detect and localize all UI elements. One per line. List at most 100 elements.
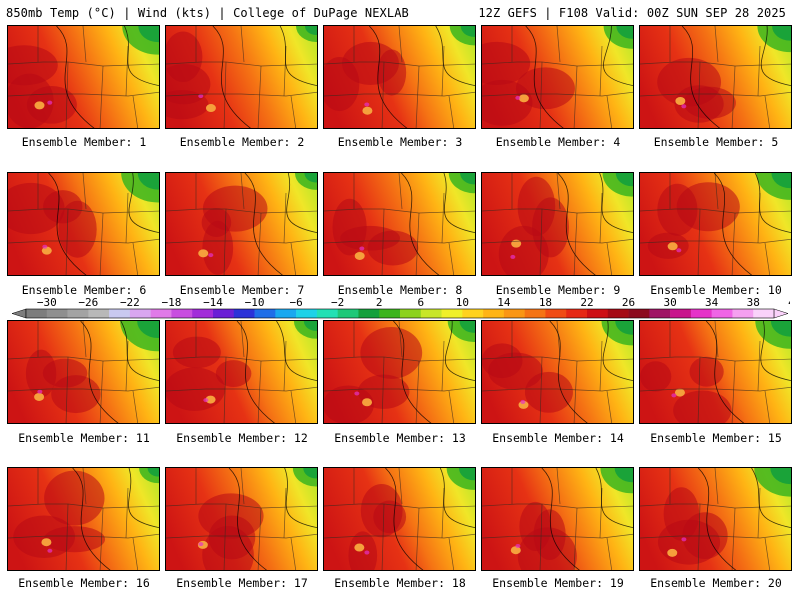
ensemble-map-panel bbox=[165, 467, 318, 571]
colorbar-swatch bbox=[566, 309, 588, 318]
ensemble-map-panel bbox=[7, 320, 160, 424]
colorbar-swatch bbox=[732, 309, 754, 318]
colorbar-tick-label: 26 bbox=[622, 296, 635, 309]
colorbar-tick-label: −22 bbox=[120, 296, 140, 309]
ensemble-map-panel bbox=[7, 25, 160, 129]
ensemble-member-label: Ensemble Member: 16 bbox=[18, 576, 150, 590]
ensemble-member-label: Ensemble Member: 13 bbox=[334, 431, 466, 445]
header-valid-time: 12Z GEFS | F108 Valid: 00Z SUN SEP 28 20… bbox=[478, 6, 786, 20]
ensemble-map-panel bbox=[481, 172, 634, 276]
colorbar-swatch bbox=[67, 309, 89, 318]
ensemble-member-label: Ensemble Member: 20 bbox=[650, 576, 782, 590]
ensemble-map-panel bbox=[639, 467, 792, 571]
ensemble-member-label: Ensemble Member: 7 bbox=[179, 283, 305, 297]
ensemble-member-label: Ensemble Member: 5 bbox=[653, 135, 779, 149]
colorbar-swatch bbox=[462, 309, 484, 318]
ensemble-map-panel bbox=[165, 172, 318, 276]
colorbar-tick-label: 6 bbox=[417, 296, 424, 309]
colorbar-swatch bbox=[483, 309, 505, 318]
ensemble-member-label: Ensemble Member: 6 bbox=[21, 283, 147, 297]
temperature-colorbar: −30 −26 −22 −18 −14 −10 −6 −2 2 6 10 14 18 22 26 30 34 38… bbox=[11, 296, 790, 319]
colorbar-swatch bbox=[46, 309, 68, 318]
ensemble-map-panel bbox=[323, 172, 476, 276]
colorbar-swatch bbox=[358, 309, 380, 318]
ensemble-member-label: Ensemble Member: 19 bbox=[492, 576, 624, 590]
ensemble-map-panel bbox=[323, 467, 476, 571]
ensemble-member-label: Ensemble Member: 2 bbox=[179, 135, 305, 149]
colorbar-swatch bbox=[649, 309, 671, 318]
colorbar-tick-label: 38 bbox=[747, 296, 760, 309]
colorbar-tick-label: −10 bbox=[245, 296, 265, 309]
colorbar-swatch bbox=[545, 309, 567, 318]
colorbar-swatch bbox=[109, 309, 131, 318]
ensemble-map-panel bbox=[481, 467, 634, 571]
ensemble-map-panel bbox=[165, 25, 318, 129]
ensemble-map-panel bbox=[165, 320, 318, 424]
colorbar-swatch bbox=[337, 309, 359, 318]
ensemble-map-panel bbox=[481, 320, 634, 424]
colorbar-tick-label: 2 bbox=[376, 296, 383, 309]
colorbar-swatch bbox=[670, 309, 692, 318]
ensemble-map-panel bbox=[639, 320, 792, 424]
ensemble-member-label: Ensemble Member: 14 bbox=[492, 431, 624, 445]
colorbar-swatch bbox=[254, 309, 276, 318]
ensemble-map-panel bbox=[639, 172, 792, 276]
ensemble-member-label: Ensemble Member: 17 bbox=[176, 576, 308, 590]
colorbar-swatch bbox=[711, 309, 733, 318]
colorbar-swatch bbox=[26, 309, 48, 318]
ensemble-member-label: Ensemble Member: 10 bbox=[650, 283, 782, 297]
ensemble-member-label: Ensemble Member: 11 bbox=[18, 431, 150, 445]
ensemble-member-label: Ensemble Member: 4 bbox=[495, 135, 621, 149]
colorbar-swatch bbox=[129, 309, 151, 318]
ensemble-map-panel bbox=[639, 25, 792, 129]
colorbar-tick-label: 30 bbox=[663, 296, 676, 309]
colorbar-swatch bbox=[296, 309, 318, 318]
ensemble-member-label: Ensemble Member: 9 bbox=[495, 283, 621, 297]
colorbar-tick-label: 22 bbox=[580, 296, 593, 309]
colorbar-tick-label: 10 bbox=[456, 296, 469, 309]
colorbar-tick-label: −30 bbox=[37, 296, 57, 309]
colorbar-tick-label: 18 bbox=[539, 296, 552, 309]
colorbar-left-arrow bbox=[11, 308, 27, 319]
colorbar-tick-label: 14 bbox=[497, 296, 511, 309]
colorbar-swatch bbox=[587, 309, 609, 318]
colorbar-swatch bbox=[690, 309, 712, 318]
colorbar-tick-label: −18 bbox=[162, 296, 182, 309]
colorbar-swatch bbox=[213, 309, 235, 318]
ensemble-member-label: Ensemble Member: 15 bbox=[650, 431, 782, 445]
colorbar-tick-label: 42 bbox=[788, 296, 790, 309]
ensemble-member-label: Ensemble Member: 1 bbox=[21, 135, 147, 149]
ensemble-member-label: Ensemble Member: 18 bbox=[334, 576, 466, 590]
ensemble-map-panel bbox=[323, 25, 476, 129]
colorbar-swatch bbox=[628, 309, 650, 318]
colorbar-swatch bbox=[441, 309, 463, 318]
ensemble-member-label: Ensemble Member: 3 bbox=[337, 135, 463, 149]
colorbar-swatch bbox=[753, 309, 775, 318]
ensemble-member-label: Ensemble Member: 8 bbox=[337, 283, 463, 297]
colorbar-swatch bbox=[316, 309, 338, 318]
ensemble-map-panel bbox=[7, 467, 160, 571]
colorbar-swatch bbox=[607, 309, 629, 318]
colorbar-swatch bbox=[379, 309, 401, 318]
colorbar-tick-label: −6 bbox=[289, 296, 302, 309]
colorbar-tick-label: 34 bbox=[705, 296, 719, 309]
colorbar-swatch bbox=[275, 309, 297, 318]
colorbar-swatch bbox=[150, 309, 172, 318]
ensemble-member-label: Ensemble Member: 12 bbox=[176, 431, 308, 445]
colorbar-swatch bbox=[192, 309, 214, 318]
header-title: 850mb Temp (°C) | Wind (kts) | College o… bbox=[6, 6, 409, 20]
colorbar-tick-label: −2 bbox=[331, 296, 344, 309]
colorbar-swatch bbox=[400, 309, 422, 318]
ensemble-map-panel bbox=[481, 25, 634, 129]
colorbar-swatch bbox=[503, 309, 525, 318]
colorbar-swatch bbox=[524, 309, 546, 318]
colorbar-swatch bbox=[88, 309, 110, 318]
ensemble-map-panel bbox=[7, 172, 160, 276]
colorbar-right-arrow bbox=[773, 308, 789, 319]
colorbar-swatch bbox=[420, 309, 442, 318]
colorbar-tick-label: −26 bbox=[78, 296, 98, 309]
ensemble-map-panel bbox=[323, 320, 476, 424]
colorbar-swatch bbox=[171, 309, 193, 318]
colorbar-tick-label: −14 bbox=[203, 296, 223, 309]
colorbar-swatch bbox=[233, 309, 255, 318]
